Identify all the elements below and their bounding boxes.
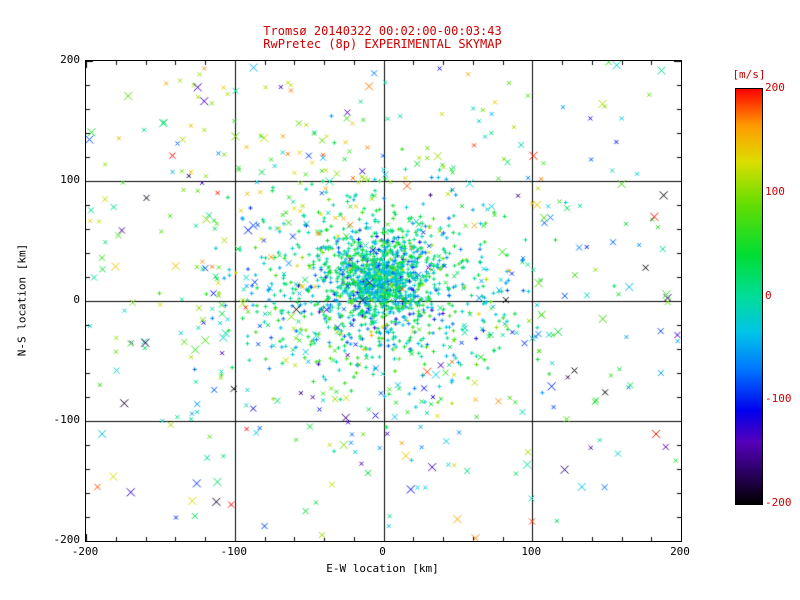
colorbar-tick-label: -100 [765,392,792,406]
x-tick-label: -100 [220,545,248,558]
x-tick-label: -200 [71,545,99,558]
y-tick-label: 100 [60,173,80,186]
y-tick-label: -200 [53,533,81,546]
colorbar [735,88,763,505]
y-tick-label: -100 [53,413,81,426]
chart-subtitle: RwPretec (8p) EXPERIMENTAL SKYMAP [263,37,502,51]
y-axis-label: N-S location [km] [15,243,29,357]
plot-area [85,60,682,542]
colorbar-units-label: [m/s] [732,68,766,81]
chart-title: Tromsø 20140322 00:02:00-00:03:43 [263,24,502,38]
x-axis-label: E-W location [km] [326,562,439,575]
x-tick-label: 100 [521,545,542,558]
colorbar-tick-label: 100 [765,184,785,198]
colorbar-tick-label: 0 [765,288,772,302]
y-tick-label: 0 [73,293,80,306]
colorbar-tick-label: 200 [765,81,785,94]
y-tick-label: 200 [60,53,80,66]
x-tick-label: 0 [379,545,386,558]
x-tick-label: 200 [670,545,690,558]
scatter-canvas [86,61,681,541]
colorbar-tick-label: -200 [765,496,792,509]
